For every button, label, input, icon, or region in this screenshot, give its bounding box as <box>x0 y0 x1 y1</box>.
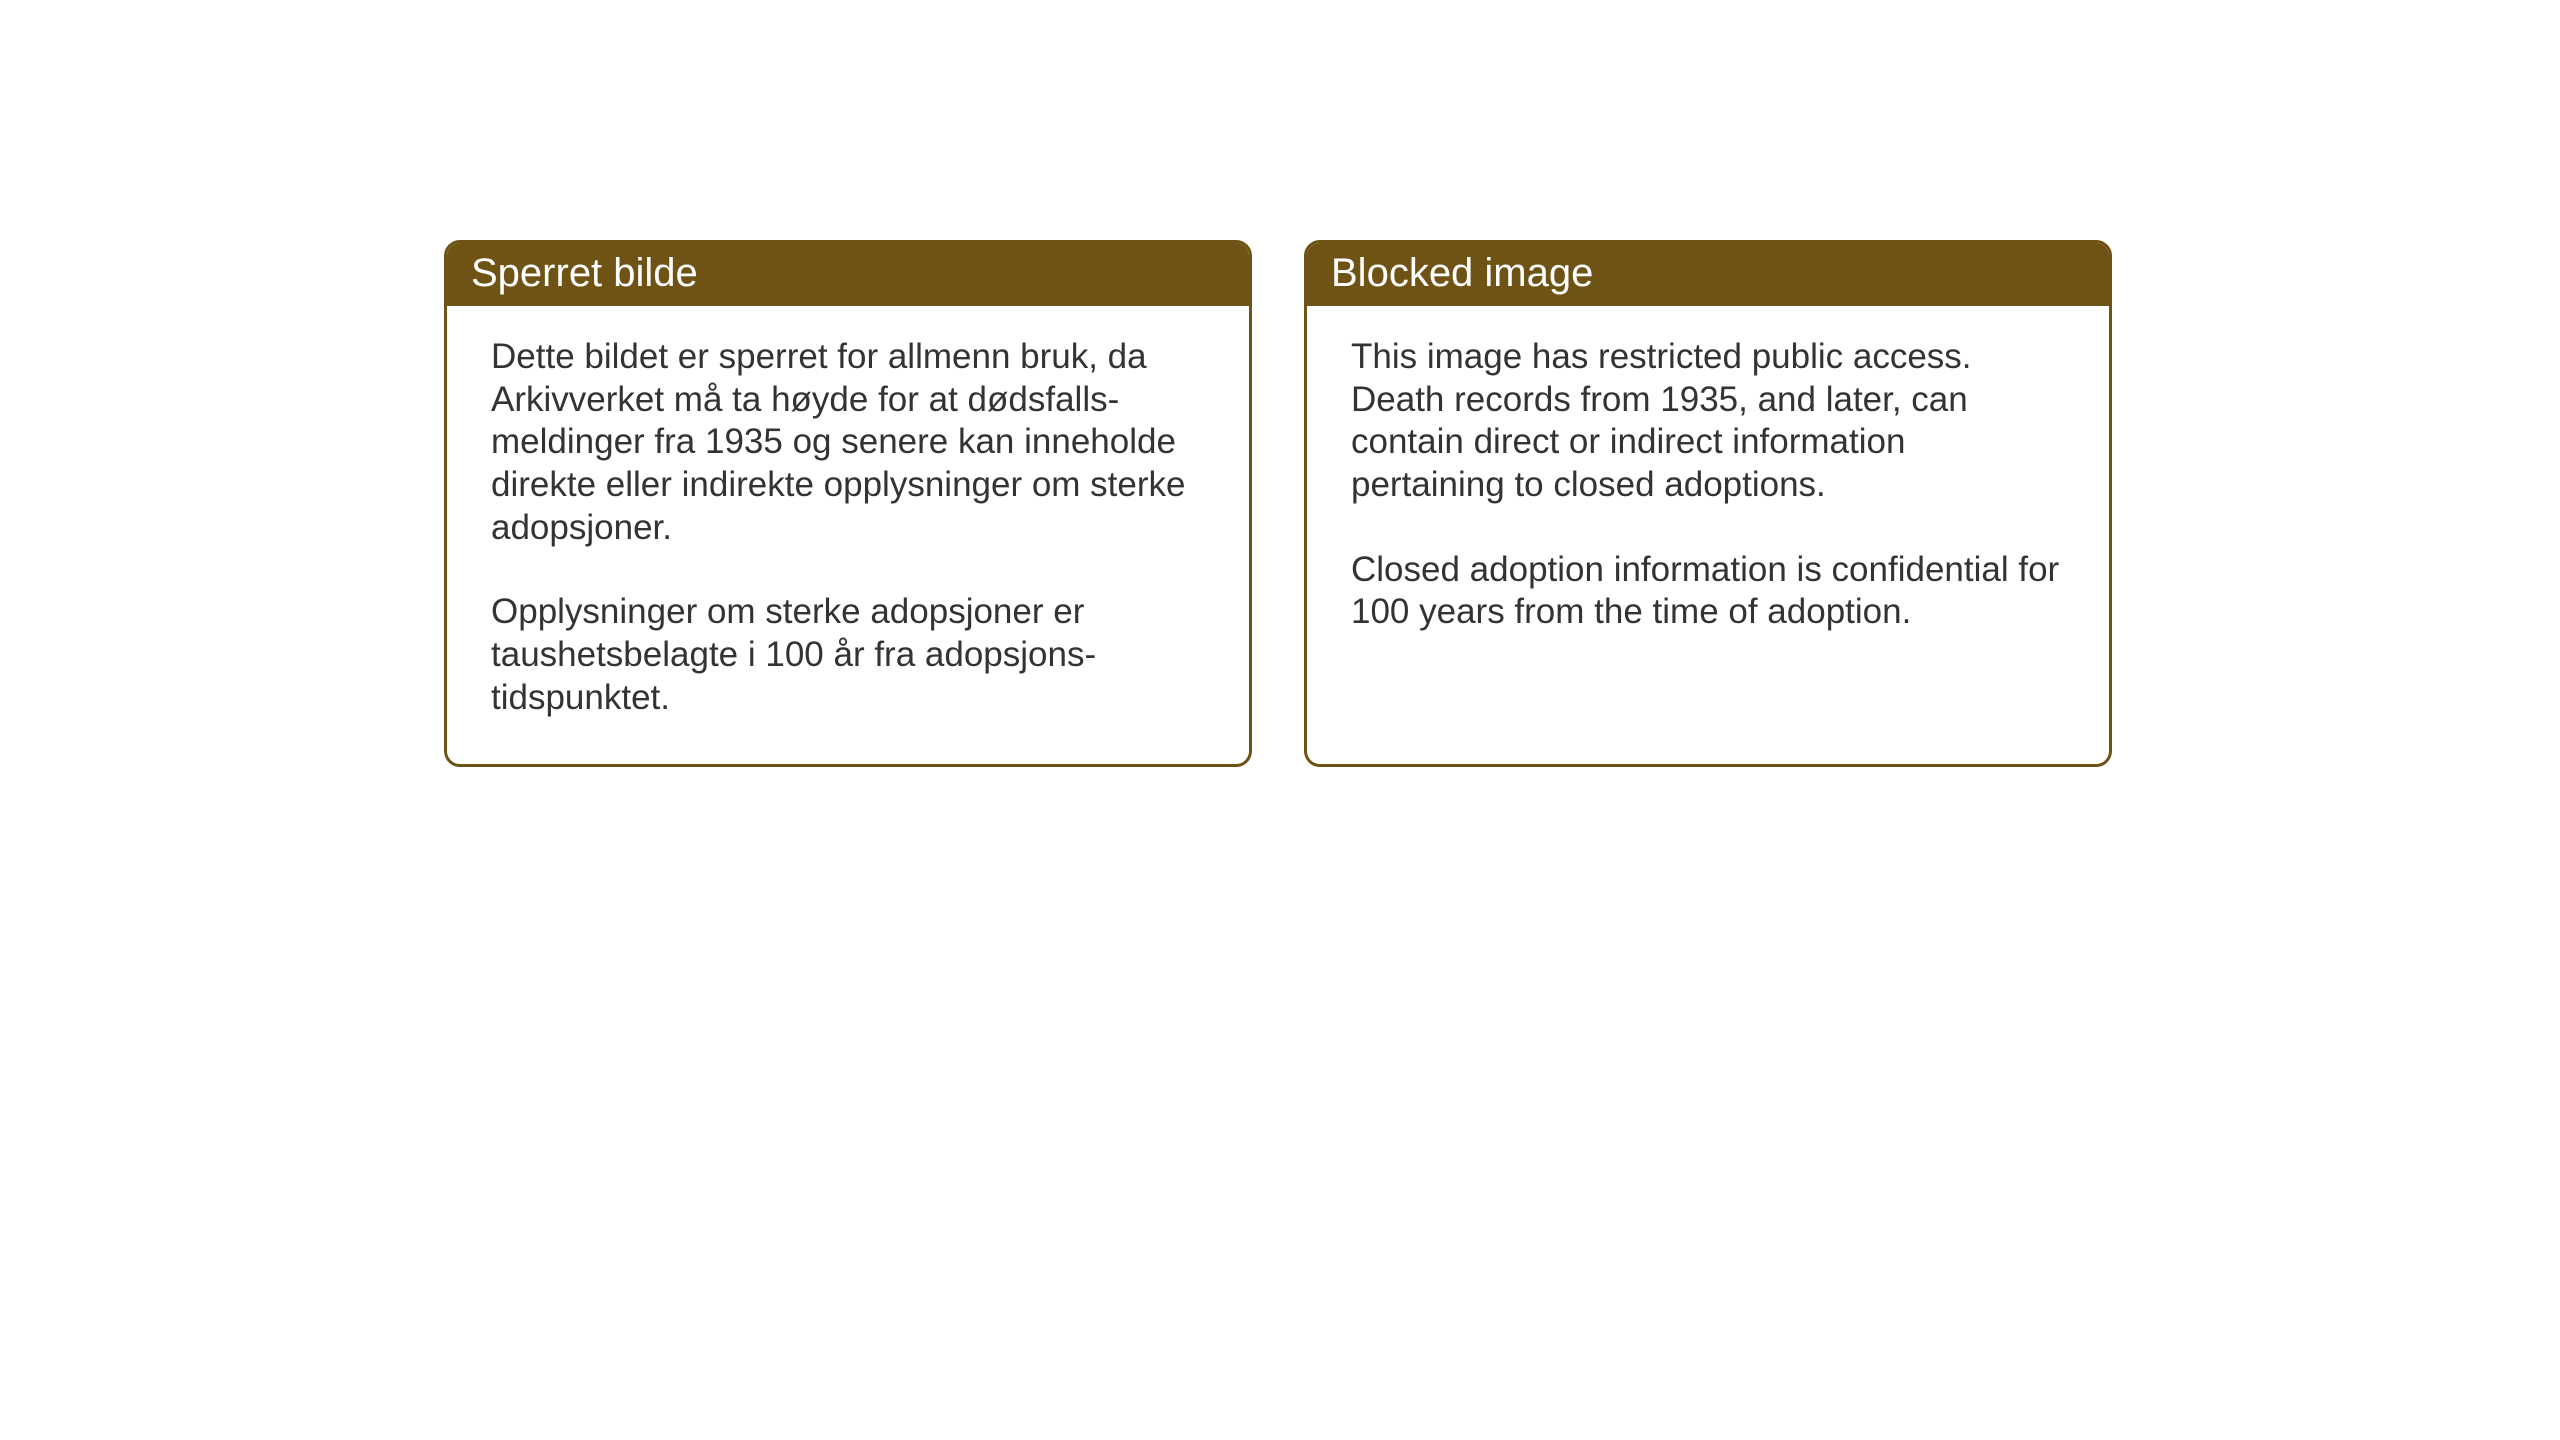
notice-paragraph: Closed adoption information is confident… <box>1351 549 2065 634</box>
notice-header-norwegian: Sperret bilde <box>447 243 1249 306</box>
notice-paragraph: Dette bildet er sperret for allmenn bruk… <box>491 336 1205 549</box>
notice-paragraph: Opplysninger om sterke adopsjoner er tau… <box>491 591 1205 719</box>
notice-paragraph: This image has restricted public access.… <box>1351 336 2065 507</box>
notice-title-norwegian: Sperret bilde <box>471 251 698 295</box>
notice-title-english: Blocked image <box>1331 251 1593 295</box>
notice-body-norwegian: Dette bildet er sperret for allmenn bruk… <box>447 306 1249 764</box>
notice-box-norwegian: Sperret bilde Dette bildet er sperret fo… <box>444 240 1252 767</box>
notice-box-english: Blocked image This image has restricted … <box>1304 240 2112 767</box>
notice-body-english: This image has restricted public access.… <box>1307 306 2109 678</box>
notice-header-english: Blocked image <box>1307 243 2109 306</box>
notice-container: Sperret bilde Dette bildet er sperret fo… <box>444 240 2112 767</box>
